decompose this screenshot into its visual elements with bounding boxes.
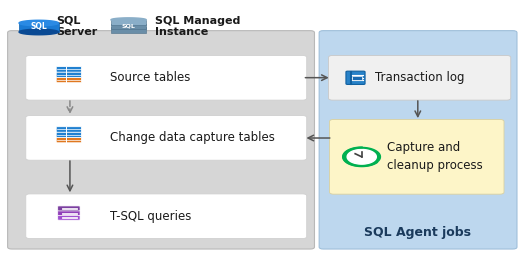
Text: SQL
Server: SQL Server bbox=[56, 16, 97, 37]
FancyBboxPatch shape bbox=[352, 76, 362, 80]
FancyBboxPatch shape bbox=[328, 55, 511, 100]
Text: SQL: SQL bbox=[30, 22, 47, 31]
Polygon shape bbox=[19, 20, 58, 26]
FancyBboxPatch shape bbox=[319, 31, 517, 249]
Polygon shape bbox=[19, 29, 58, 35]
Polygon shape bbox=[347, 149, 376, 164]
FancyBboxPatch shape bbox=[346, 71, 365, 84]
Bar bbox=[111, 20, 146, 25]
Text: T-SQL queries: T-SQL queries bbox=[111, 210, 192, 223]
Text: SQL Managed
Instance: SQL Managed Instance bbox=[155, 16, 240, 37]
FancyBboxPatch shape bbox=[56, 72, 81, 77]
Bar bbox=[111, 23, 146, 29]
FancyBboxPatch shape bbox=[26, 194, 307, 239]
FancyBboxPatch shape bbox=[56, 77, 81, 83]
FancyBboxPatch shape bbox=[8, 31, 314, 249]
Bar bbox=[111, 27, 146, 33]
Text: Transaction log: Transaction log bbox=[375, 71, 465, 84]
Polygon shape bbox=[111, 18, 146, 22]
FancyBboxPatch shape bbox=[58, 211, 80, 215]
FancyBboxPatch shape bbox=[56, 137, 81, 143]
FancyBboxPatch shape bbox=[56, 132, 81, 138]
Text: SQL: SQL bbox=[122, 23, 136, 28]
Text: Capture and
cleanup process: Capture and cleanup process bbox=[387, 141, 482, 172]
FancyBboxPatch shape bbox=[56, 67, 81, 72]
FancyBboxPatch shape bbox=[329, 120, 504, 194]
FancyBboxPatch shape bbox=[58, 215, 80, 220]
FancyBboxPatch shape bbox=[26, 116, 307, 160]
FancyBboxPatch shape bbox=[58, 206, 80, 211]
Polygon shape bbox=[343, 147, 381, 166]
Bar bbox=[19, 23, 58, 32]
Text: Source tables: Source tables bbox=[111, 71, 191, 84]
FancyBboxPatch shape bbox=[56, 127, 81, 132]
Text: Change data capture tables: Change data capture tables bbox=[111, 131, 275, 144]
Text: SQL Agent jobs: SQL Agent jobs bbox=[364, 226, 471, 239]
FancyBboxPatch shape bbox=[26, 55, 307, 100]
